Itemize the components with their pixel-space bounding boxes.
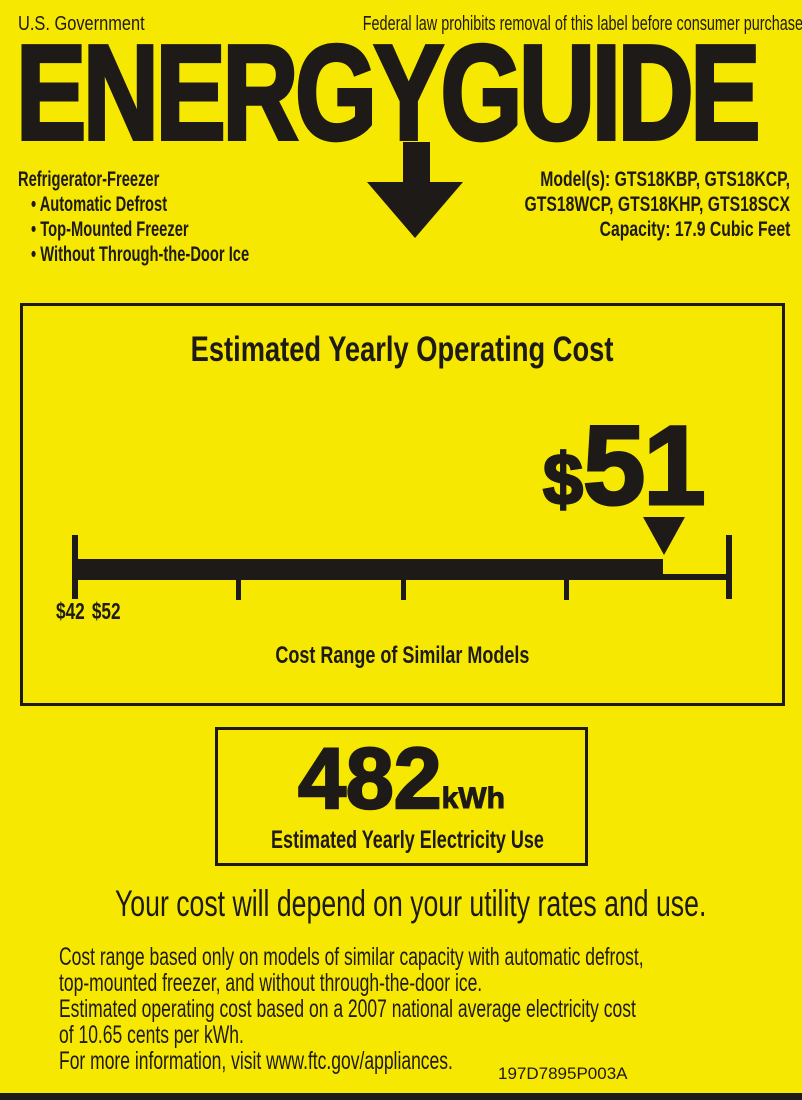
dollar-sign: $ bbox=[542, 440, 585, 520]
federal-law-text: Federal law prohibits removal of this la… bbox=[362, 13, 802, 35]
bottom-edge-bar bbox=[0, 1093, 802, 1100]
us-government-text: U.S. Government bbox=[18, 13, 145, 35]
feature-item: • Automatic Defrost bbox=[18, 192, 343, 217]
bullet-icon: • bbox=[31, 193, 37, 216]
appliance-features: Refrigerator-Freezer • Automatic Defrost… bbox=[18, 167, 343, 267]
header-us-government: U.S. Government bbox=[18, 13, 173, 35]
scale-tick bbox=[564, 580, 569, 600]
feature-label: Without Through-the-Door Ice bbox=[40, 243, 250, 266]
part-number: 197D7895P003A bbox=[498, 1064, 628, 1083]
header-federal-law: Federal law prohibits removal of this la… bbox=[190, 13, 802, 35]
cost-amount: 51 bbox=[582, 403, 708, 528]
scale-tick bbox=[401, 580, 406, 600]
electricity-use-box: 482 kWh Estimated Yearly Electricity Use bbox=[215, 727, 588, 866]
operating-cost-title: Estimated Yearly Operating Cost bbox=[191, 330, 614, 369]
model-info: Model(s): GTS18KBP, GTS18KCP, GTS18WCP, … bbox=[436, 167, 790, 242]
capacity-line: Capacity: 17.9 Cubic Feet bbox=[599, 218, 790, 241]
electricity-use-caption: Estimated Yearly Electricity Use bbox=[271, 826, 544, 854]
kwh-unit: kWh bbox=[441, 782, 505, 815]
operating-cost-box: Estimated Yearly Operating Cost $51 $42 … bbox=[20, 303, 785, 706]
cost-range-caption: Cost Range of Similar Models bbox=[275, 642, 530, 669]
cost-range-labels: $42 $52 bbox=[56, 598, 142, 624]
feature-item: • Top-Mounted Freezer bbox=[18, 217, 343, 242]
footnote-line: top-mounted freezer, and without through… bbox=[59, 969, 483, 997]
feature-label: Top-Mounted Freezer bbox=[40, 218, 189, 241]
energyguide-logo-text: ENERGYGUIDE bbox=[14, 17, 762, 168]
range-min-label: $42 bbox=[56, 598, 85, 624]
range-max-label: $52 bbox=[91, 598, 121, 624]
kwh-amount: 482 bbox=[297, 731, 443, 827]
footnote-line: of 10.65 cents per kWh. bbox=[59, 1021, 244, 1049]
model-line: GTS18WCP, GTS18KHP, GTS18SCX bbox=[524, 193, 790, 216]
footnote-line: Estimated operating cost based on a 2007… bbox=[59, 995, 636, 1023]
utility-rates-disclaimer: Your cost will depend on your utility ra… bbox=[114, 883, 707, 924]
yearly-cost-value: $51 bbox=[542, 403, 708, 528]
down-arrow-head bbox=[367, 182, 463, 238]
footnotes-list: Cost range based only on models of simil… bbox=[42, 944, 802, 1074]
scale-tick bbox=[236, 580, 241, 600]
bullet-icon: • bbox=[31, 243, 37, 266]
appliance-category: Refrigerator-Freezer bbox=[18, 168, 160, 191]
footnote-line: For more information, visit www.ftc.gov/… bbox=[59, 1047, 453, 1075]
feature-item: • Without Through-the-Door Ice bbox=[18, 242, 343, 267]
scale-baseline bbox=[75, 574, 732, 580]
energyguide-logo: ENERGYGUIDE bbox=[14, 17, 802, 168]
model-line: Model(s): GTS18KBP, GTS18KCP, bbox=[540, 168, 790, 191]
cost-pointer-icon bbox=[643, 517, 685, 555]
scale-right-cap bbox=[726, 535, 732, 599]
footnote-line: Cost range based only on models of simil… bbox=[59, 943, 644, 971]
feature-label: Automatic Defrost bbox=[39, 193, 168, 216]
bullet-icon: • bbox=[31, 218, 37, 241]
electricity-use-value: 482 kWh bbox=[218, 731, 585, 827]
